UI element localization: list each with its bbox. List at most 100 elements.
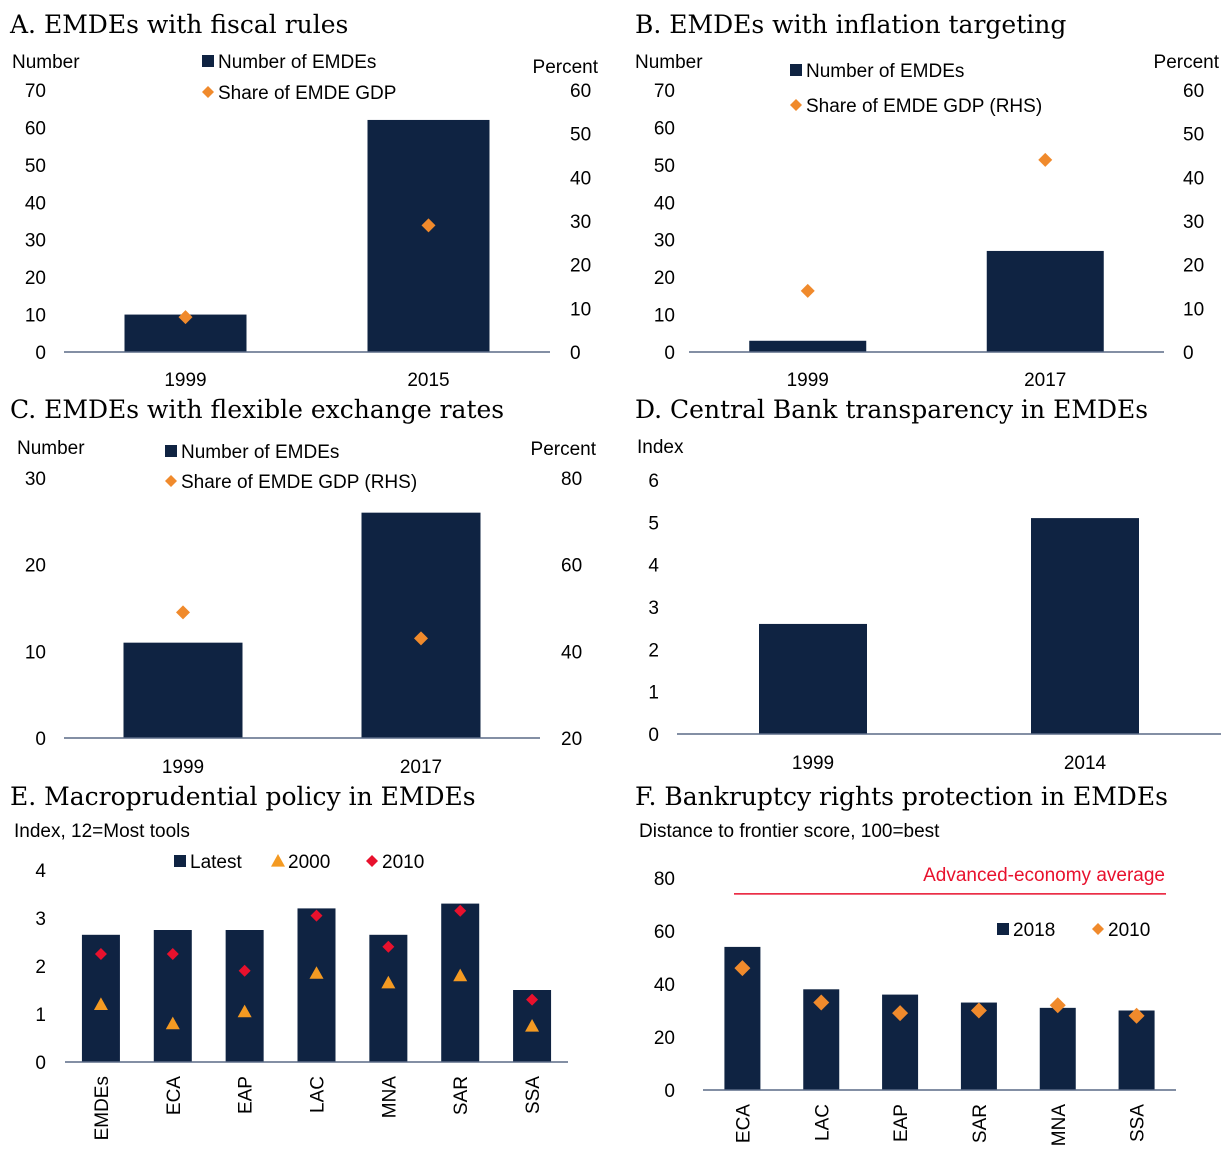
panel-d: D. Central Bank transparency in EMDEs In…: [611, 395, 1222, 780]
y2-tick-label: 0: [570, 343, 581, 364]
marker-2010-ECA: [166, 948, 179, 960]
y-tick-label: 0: [35, 1053, 46, 1074]
marker-2000-SSA: [525, 1019, 540, 1032]
panel-title: C. EMDEs with flexible exchange rates: [10, 395, 505, 424]
legend-label: Share of EMDE GDP (RHS): [181, 472, 417, 493]
chart-e: Index, 12=Most tools 0 1 2 3 4 EMDEs ECA EAP LAC M…: [14, 821, 568, 1140]
y-tick-label: 2: [648, 640, 659, 661]
x-tick-label: 1999: [787, 370, 829, 391]
legend-label: Share of EMDE GDP: [218, 83, 396, 104]
y-axis-title: Index: [637, 437, 684, 458]
x-tick-label: EAP: [891, 1104, 912, 1142]
y2-tick-label: 60: [1183, 81, 1204, 102]
y2-tick-label: 20: [1183, 256, 1204, 277]
y2-tick-label: 60: [570, 81, 591, 102]
marker-1999: [800, 283, 815, 298]
legend-label: Number of EMDEs: [218, 52, 376, 73]
bar-MNA: [369, 934, 408, 1062]
panel-title: E. Macroprudential policy in EMDEs: [10, 782, 476, 811]
y-axis-title: Distance to frontier score, 100=best: [639, 821, 940, 842]
y-axis-title: Number: [635, 52, 703, 73]
marker-2000-ECA: [165, 1016, 180, 1030]
marker-2010-MNA: [382, 940, 395, 953]
y-tick-label: 0: [664, 343, 675, 364]
y-tick-label: 10: [654, 306, 675, 327]
legend-marker: [165, 475, 177, 487]
y-tick-label: 20: [654, 268, 675, 289]
bar-2017: [986, 250, 1104, 352]
y-tick-label: 60: [654, 118, 675, 139]
x-tick-label: MNA: [379, 1076, 400, 1119]
legend-marker: [271, 854, 285, 867]
panel-f: F. Bankruptcy rights protection in EMDEs…: [611, 780, 1222, 1149]
panel-title: B. EMDEs with inflation targeting: [635, 10, 1067, 39]
y2-axis-title: Percent: [531, 439, 597, 460]
legend-marker: [790, 99, 802, 111]
y-tick-label: 30: [25, 469, 46, 490]
bar-LAC: [297, 908, 336, 1062]
y2-tick-label: 20: [561, 729, 582, 750]
y-tick-label: 80: [654, 869, 675, 890]
y-axis-title: Index, 12=Most tools: [14, 821, 190, 842]
x-tick-label: LAC: [812, 1104, 833, 1141]
marker-2015: [421, 218, 436, 233]
marker-2000-MNA: [381, 975, 396, 989]
chart-b: Number Percent 0 10 20 30 40 50 60 70 0 10 20 30 40 50 6…: [635, 52, 1220, 391]
chart-c: Number Percent 0 10 20 30 20 40 60 80 1999 2017 Numb…: [17, 438, 597, 778]
marker-2010-SAR: [454, 904, 467, 917]
legend-marker: [1092, 923, 1104, 935]
y-tick-label: 4: [648, 556, 659, 577]
x-tick-label: 1999: [792, 753, 834, 774]
marker-2010-LAC: [813, 994, 830, 1011]
x-tick-label: 2014: [1064, 753, 1107, 774]
marker-2000-SAR: [453, 968, 468, 982]
panel-b: B. EMDEs with inflation targeting Number…: [611, 0, 1222, 395]
marker-2010-EAP: [892, 1005, 909, 1022]
y-tick-label: 70: [654, 81, 675, 102]
y-tick-label: 30: [25, 231, 46, 252]
y-tick-label: 60: [25, 118, 46, 139]
marker-2010-SSA: [1128, 1007, 1145, 1024]
y-tick-label: 3: [648, 598, 659, 619]
reference-line-label: Advanced-economy average: [923, 865, 1165, 886]
panel-title: F. Bankruptcy rights protection in EMDEs: [635, 782, 1168, 811]
y2-tick-label: 60: [561, 556, 582, 577]
y-tick-label: 2: [35, 957, 46, 978]
marker-2017: [414, 631, 428, 646]
y-tick-label: 20: [25, 556, 46, 577]
marker-2000-LAC: [309, 966, 324, 979]
x-tick-label: 2017: [1024, 370, 1066, 391]
y-tick-label: 20: [654, 1028, 675, 1049]
bar-2015: [367, 119, 490, 352]
x-tick-label: EMDEs: [92, 1076, 113, 1140]
y2-tick-label: 50: [1183, 125, 1204, 146]
bar-2017: [361, 512, 481, 738]
y2-tick-label: 10: [570, 299, 591, 320]
y-tick-label: 60: [654, 922, 675, 943]
x-tick-label: LAC: [308, 1076, 329, 1113]
y-tick-label: 0: [35, 343, 46, 364]
y2-tick-label: 10: [1183, 299, 1204, 320]
x-tick-label: 2017: [400, 757, 442, 778]
y2-tick-label: 0: [1183, 343, 1194, 364]
chart-d: Index 0 1 2 3 4 5 6 1999 2014: [637, 437, 1221, 774]
y-tick-label: 50: [654, 156, 675, 177]
marker-2017: [1038, 152, 1053, 167]
legend-label: 2018: [1013, 920, 1055, 941]
y-tick-label: 10: [25, 642, 46, 663]
y-tick-label: 1: [35, 1005, 46, 1026]
y2-tick-label: 40: [570, 168, 591, 189]
y-tick-label: 40: [654, 193, 675, 214]
y-tick-label: 4: [35, 861, 46, 882]
bar-MNA: [1039, 1007, 1076, 1090]
marker-2010-EMDEs: [94, 948, 107, 960]
x-tick-label: 2015: [407, 370, 449, 391]
chart-a: Number Percent 0 10 20 30 40 50 60 70 0 10 20 30 40 50 6…: [12, 52, 599, 391]
y-tick-label: 0: [648, 725, 659, 746]
legend-label: Number of EMDEs: [181, 442, 339, 463]
marker-2000-EAP: [237, 1004, 252, 1018]
chart-f: Distance to frontier score, 100=best 0 20 4…: [639, 821, 1176, 1146]
panel-e: E. Macroprudential policy in EMDEs Index…: [0, 780, 611, 1149]
legend-label: Latest: [190, 852, 242, 873]
legend-marker: [366, 855, 378, 867]
